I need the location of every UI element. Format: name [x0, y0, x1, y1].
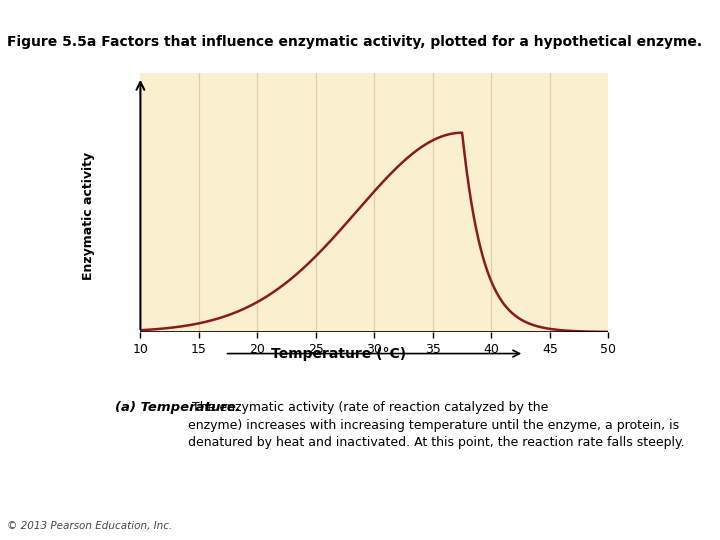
Text: Enzymatic activity: Enzymatic activity — [82, 151, 96, 280]
Text: Temperature (°C): Temperature (°C) — [271, 347, 407, 361]
Text: © 2013 Pearson Education, Inc.: © 2013 Pearson Education, Inc. — [7, 522, 173, 531]
Text: The enzymatic activity (rate of reaction catalyzed by the
enzyme) increases with: The enzymatic activity (rate of reaction… — [188, 401, 685, 449]
Text: (a) Temperature.: (a) Temperature. — [115, 401, 241, 414]
Text: Figure 5.5a Factors that influence enzymatic activity, plotted for a hypothetica: Figure 5.5a Factors that influence enzym… — [7, 35, 702, 49]
